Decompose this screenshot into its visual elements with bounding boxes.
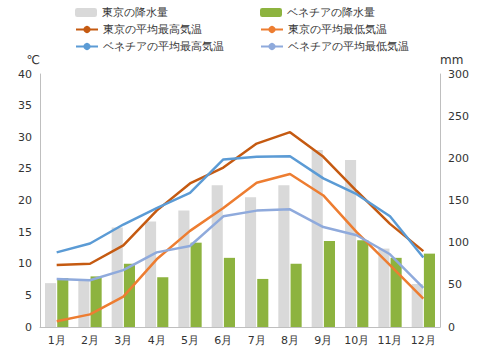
svg-text:mm: mm	[440, 53, 463, 67]
svg-text:1月: 1月	[48, 334, 66, 347]
svg-text:ベネチアの降水量: ベネチアの降水量	[287, 6, 375, 19]
svg-text:200: 200	[448, 152, 469, 165]
svg-text:7月: 7月	[248, 334, 266, 347]
svg-text:東京の降水量: 東京の降水量	[102, 6, 168, 19]
svg-text:ベネチアの平均最高気温: ベネチアの平均最高気温	[103, 40, 224, 53]
svg-text:20: 20	[18, 194, 32, 207]
svg-text:100: 100	[448, 236, 469, 249]
svg-text:30: 30	[18, 131, 32, 144]
svg-text:9月: 9月	[314, 334, 332, 347]
svg-text:0: 0	[448, 321, 455, 334]
svg-text:11月: 11月	[378, 334, 403, 347]
svg-text:50: 50	[448, 278, 462, 291]
svg-text:東京の平均最高気温: 東京の平均最高気温	[103, 23, 202, 36]
svg-text:40: 40	[18, 68, 32, 81]
svg-text:300: 300	[448, 68, 469, 81]
svg-text:15: 15	[18, 226, 32, 239]
svg-text:12月: 12月	[411, 334, 436, 347]
svg-text:8月: 8月	[281, 334, 299, 347]
svg-text:5: 5	[25, 289, 32, 302]
svg-text:10: 10	[18, 257, 32, 270]
svg-text:0: 0	[25, 321, 32, 334]
svg-text:35: 35	[18, 99, 32, 112]
svg-text:4月: 4月	[148, 334, 166, 347]
svg-text:2月: 2月	[81, 334, 99, 347]
svg-text:3月: 3月	[114, 334, 132, 347]
svg-text:10月: 10月	[344, 334, 369, 347]
svg-text:6月: 6月	[214, 334, 232, 347]
svg-text:5月: 5月	[181, 334, 199, 347]
svg-text:東京の平均最低気温: 東京の平均最低気温	[288, 23, 387, 36]
svg-text:250: 250	[448, 110, 469, 123]
svg-text:ベネチアの平均最低気温: ベネチアの平均最低気温	[288, 40, 409, 53]
svg-text:150: 150	[448, 194, 469, 207]
svg-text:25: 25	[18, 162, 32, 175]
svg-text:℃: ℃	[27, 53, 40, 67]
